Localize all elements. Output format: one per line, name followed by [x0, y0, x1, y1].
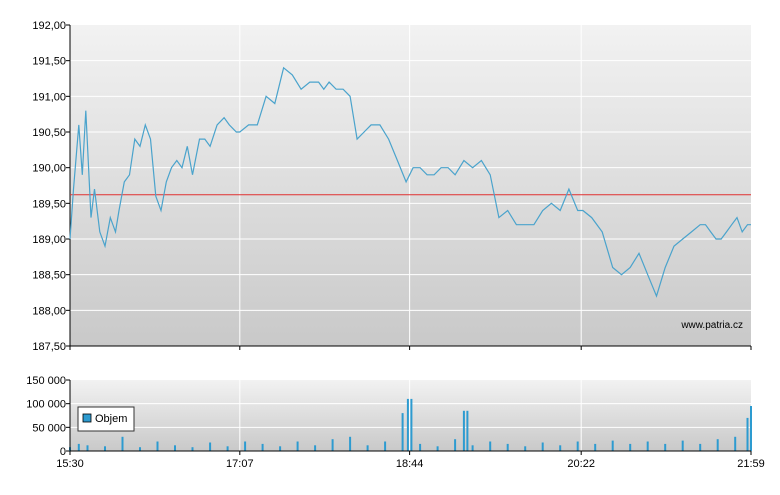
- volume-bar: [436, 446, 439, 451]
- volume-bar: [466, 410, 469, 451]
- volume-bar: [454, 439, 457, 451]
- volume-bar: [121, 436, 124, 451]
- legend-swatch: [82, 413, 92, 423]
- volume-bar: [462, 410, 465, 451]
- volume-y-tick-label: 50 000: [32, 422, 66, 434]
- x-tick-label: 18:44: [396, 458, 424, 470]
- volume-bar: [410, 398, 413, 451]
- volume-bar: [559, 445, 562, 451]
- volume-bar: [104, 446, 106, 451]
- watermark-text: www.patria.cz: [680, 320, 743, 331]
- price-y-tick-label: 189,50: [32, 198, 66, 210]
- volume-bar: [419, 443, 422, 451]
- price-y-tick-label: 190,00: [32, 163, 66, 175]
- volume-bar: [629, 443, 632, 451]
- legend-label: Objem: [95, 413, 127, 425]
- volume-y-axis-ticks: 150 000 100 000 50 000 0: [26, 375, 70, 458]
- volume-bar: [646, 441, 649, 451]
- volume-bar: [279, 446, 282, 451]
- volume-bar: [576, 441, 579, 451]
- price-y-tick-label: 187,50: [32, 341, 66, 353]
- volume-bar: [471, 445, 474, 451]
- volume-bar: [331, 439, 334, 451]
- volume-bar: [506, 443, 509, 451]
- price-series-line: [69, 66, 751, 298]
- price-grid: [70, 25, 751, 346]
- volume-y-tick-label: 0: [60, 446, 66, 458]
- volume-bars: [69, 398, 752, 451]
- volume-bar: [139, 447, 141, 451]
- volume-bar: [366, 445, 369, 451]
- volume-bar: [384, 441, 387, 451]
- volume-bar: [226, 446, 229, 451]
- price-y-tick-label: 192,00: [32, 20, 66, 32]
- volume-bar: [174, 445, 176, 451]
- price-panel-background: [70, 25, 751, 346]
- price-y-tick-label: 188,50: [32, 270, 66, 282]
- volume-x-axis-ticks: 15:30 17:07 18:44 20:22 21:59: [56, 451, 765, 470]
- volume-bar: [156, 441, 159, 451]
- volume-bar: [86, 445, 89, 451]
- price-y-tick-label: 191,00: [32, 91, 66, 103]
- volume-bar: [314, 445, 317, 451]
- volume-bar: [296, 441, 299, 451]
- x-tick-label: 21:59: [737, 458, 765, 470]
- price-y-axis-ticks: 192,00 191,50 191,00 190,50 190,00 189,50 189,…: [32, 20, 70, 353]
- volume-bar: [261, 443, 264, 451]
- volume-bar: [401, 413, 404, 451]
- volume-legend: Objem: [77, 406, 135, 432]
- volume-bar: [489, 441, 492, 451]
- volume-bar: [77, 443, 80, 451]
- volume-y-tick-label: 100 000: [26, 399, 66, 411]
- volume-bar: [244, 441, 247, 451]
- volume-bar: [716, 439, 719, 451]
- x-tick-label: 15:30: [56, 458, 84, 470]
- volume-bar: [681, 440, 684, 451]
- volume-bar: [699, 443, 702, 451]
- volume-bar: [541, 442, 544, 451]
- price-y-tick-label: 189,00: [32, 234, 66, 246]
- volume-bar: [664, 443, 667, 451]
- volume-y-tick-label: 150 000: [26, 375, 66, 387]
- price-y-tick-label: 188,00: [32, 305, 66, 317]
- volume-bar: [191, 447, 194, 451]
- volume-bar: [406, 398, 409, 451]
- volume-bar: [611, 440, 614, 451]
- x-tick-label: 17:07: [226, 458, 254, 470]
- price-y-tick-label: 191,50: [32, 56, 66, 68]
- volume-bar: [746, 417, 749, 451]
- volume-bar: [524, 446, 527, 451]
- x-tick-label: 20:22: [567, 458, 595, 470]
- volume-bar: [750, 406, 752, 451]
- volume-bar: [349, 436, 352, 451]
- volume-bar: [209, 442, 212, 451]
- price-y-tick-label: 190,50: [32, 127, 66, 139]
- volume-bar: [734, 436, 737, 451]
- price-x-axis-ticks: [69, 346, 752, 350]
- volume-bar: [594, 443, 597, 451]
